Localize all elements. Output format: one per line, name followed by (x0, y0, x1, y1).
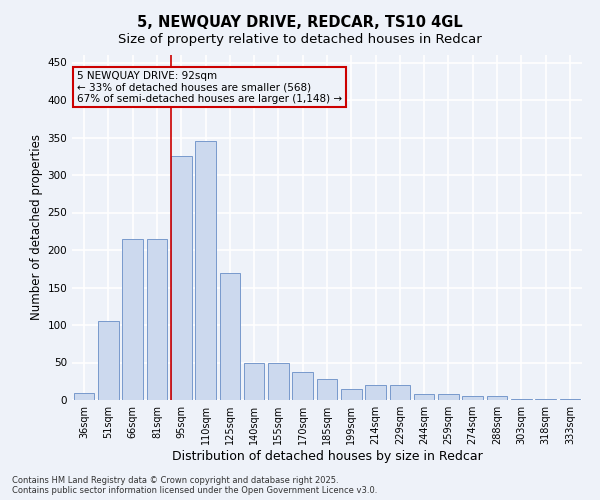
Bar (98, 321, 119, 400)
Bar (389, 385, 410, 400)
Bar (122, 239, 143, 400)
Text: 5, NEWQUAY DRIVE, REDCAR, TS10 4GL: 5, NEWQUAY DRIVE, REDCAR, TS10 4GL (137, 15, 463, 30)
X-axis label: Distribution of detached houses by size in Redcar: Distribution of detached houses by size … (172, 450, 482, 463)
Text: 5 NEWQUAY DRIVE: 92sqm
← 33% of detached houses are smaller (568)
67% of semi-de: 5 NEWQUAY DRIVE: 92sqm ← 33% of detached… (77, 70, 342, 104)
Bar (535, 398, 556, 400)
Bar (414, 394, 434, 400)
Bar (171, 156, 191, 400)
Bar (74, 392, 94, 400)
Bar (317, 379, 337, 400)
Bar (341, 389, 362, 400)
Bar (560, 398, 580, 400)
Y-axis label: Number of detached properties: Number of detached properties (30, 134, 43, 320)
Bar (268, 362, 289, 400)
Bar (195, 141, 216, 400)
Bar (146, 239, 167, 400)
Bar (292, 372, 313, 400)
Text: Contains HM Land Registry data © Crown copyright and database right 2025.
Contai: Contains HM Land Registry data © Crown c… (12, 476, 377, 495)
Bar (463, 396, 483, 400)
Bar (487, 396, 508, 400)
Bar (438, 394, 459, 400)
Bar (244, 362, 265, 400)
Bar (365, 385, 386, 400)
Bar (220, 272, 240, 400)
Text: Size of property relative to detached houses in Redcar: Size of property relative to detached ho… (118, 32, 482, 46)
Bar (511, 398, 532, 400)
